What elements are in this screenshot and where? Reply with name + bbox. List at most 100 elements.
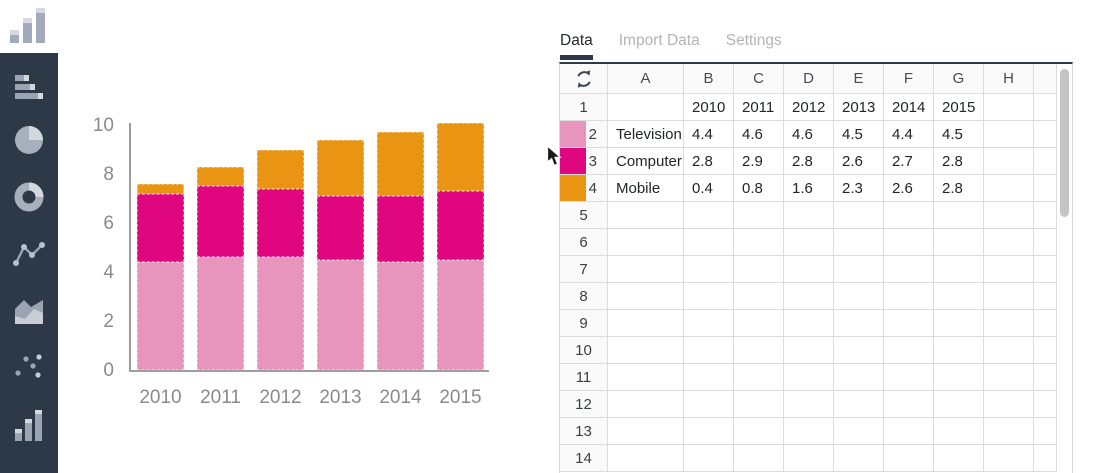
row-number-cell[interactable]: 10 — [560, 337, 608, 364]
cell-E13[interactable] — [834, 418, 884, 445]
row-number-cell[interactable]: 9 — [560, 310, 608, 337]
cell-C7[interactable] — [734, 256, 784, 283]
cell-H14[interactable] — [984, 445, 1034, 472]
cell-B14[interactable] — [684, 445, 734, 472]
row-number-cell[interactable]: 13 — [560, 418, 608, 445]
cell-A7[interactable] — [608, 256, 684, 283]
cell-F12[interactable] — [884, 391, 934, 418]
cell-H1[interactable] — [984, 94, 1034, 121]
cell-B5[interactable] — [684, 202, 734, 229]
cell-C13[interactable] — [734, 418, 784, 445]
cell-D11[interactable] — [784, 364, 834, 391]
cell-H13[interactable] — [984, 418, 1034, 445]
cell-B13[interactable] — [684, 418, 734, 445]
cell-B11[interactable] — [684, 364, 734, 391]
cell-A4[interactable]: Mobile — [608, 175, 684, 202]
cell-C2[interactable]: 4.6 — [734, 121, 784, 148]
bar-segment-television[interactable] — [137, 262, 184, 370]
cell-D6[interactable] — [784, 229, 834, 256]
stacked-bar-2015[interactable] — [437, 122, 484, 370]
cell-H12[interactable] — [984, 391, 1034, 418]
cell-E6[interactable] — [834, 229, 884, 256]
row-number-cell[interactable]: 14 — [560, 445, 608, 472]
row-number-cell[interactable]: 8 — [560, 283, 608, 310]
cell-B9[interactable] — [684, 310, 734, 337]
bar-segment-computer[interactable] — [317, 196, 364, 260]
sidebar-item-pie-chart[interactable] — [0, 118, 58, 162]
bar-segment-computer[interactable] — [197, 186, 244, 258]
cell-H6[interactable] — [984, 229, 1034, 256]
sidebar-item-horizontal-bar-chart[interactable] — [0, 65, 58, 109]
series-color-swatch[interactable] — [560, 175, 586, 201]
bar-segment-computer[interactable] — [257, 188, 304, 258]
cell-H10[interactable] — [984, 337, 1034, 364]
cell-D5[interactable] — [784, 202, 834, 229]
cell-D9[interactable] — [784, 310, 834, 337]
bar-segment-mobile[interactable] — [317, 139, 364, 197]
cell-F11[interactable] — [884, 364, 934, 391]
cell-F9[interactable] — [884, 310, 934, 337]
cell-E1[interactable]: 2013 — [834, 94, 884, 121]
row-number-cell[interactable]: 4 — [560, 175, 608, 202]
cell-D3[interactable]: 2.8 — [784, 148, 834, 175]
sidebar-item-area-chart[interactable] — [0, 289, 58, 333]
cell-F13[interactable] — [884, 418, 934, 445]
cell-D12[interactable] — [784, 391, 834, 418]
cell-D7[interactable] — [784, 256, 834, 283]
cell-A8[interactable] — [608, 283, 684, 310]
cell-A1[interactable] — [608, 94, 684, 121]
cell-G2[interactable]: 4.5 — [934, 121, 984, 148]
row-number-cell[interactable]: 5 — [560, 202, 608, 229]
row-number-cell[interactable]: 3 — [560, 148, 608, 175]
row-number-cell[interactable]: 12 — [560, 391, 608, 418]
cell-B8[interactable] — [684, 283, 734, 310]
cell-G9[interactable] — [934, 310, 984, 337]
bar-segment-mobile[interactable] — [437, 122, 484, 192]
cell-B12[interactable] — [684, 391, 734, 418]
cell-F8[interactable] — [884, 283, 934, 310]
cell-H4[interactable] — [984, 175, 1034, 202]
cell-A2[interactable]: Television — [608, 121, 684, 148]
cell-F7[interactable] — [884, 256, 934, 283]
cell-A6[interactable] — [608, 229, 684, 256]
column-header-C[interactable]: C — [734, 64, 784, 94]
cell-G12[interactable] — [934, 391, 984, 418]
cell-C3[interactable]: 2.9 — [734, 148, 784, 175]
bar-segment-television[interactable] — [377, 262, 424, 370]
cell-A12[interactable] — [608, 391, 684, 418]
cell-C5[interactable] — [734, 202, 784, 229]
series-color-swatch[interactable] — [560, 121, 586, 147]
column-header-A[interactable]: A — [608, 64, 684, 94]
cell-E2[interactable]: 4.5 — [834, 121, 884, 148]
cell-D8[interactable] — [784, 283, 834, 310]
cell-F14[interactable] — [884, 445, 934, 472]
row-number-cell[interactable]: 2 — [560, 121, 608, 148]
cell-G7[interactable] — [934, 256, 984, 283]
cell-E11[interactable] — [834, 364, 884, 391]
sidebar-item-scatter-plot[interactable] — [0, 346, 58, 390]
bar-segment-mobile[interactable] — [257, 149, 304, 189]
cell-G14[interactable] — [934, 445, 984, 472]
stacked-bar-2013[interactable] — [317, 139, 364, 370]
cell-F4[interactable]: 2.6 — [884, 175, 934, 202]
cell-E8[interactable] — [834, 283, 884, 310]
stacked-bar-2010[interactable] — [137, 183, 184, 370]
cell-G1[interactable]: 2015 — [934, 94, 984, 121]
cell-G3[interactable]: 2.8 — [934, 148, 984, 175]
cell-C14[interactable] — [734, 445, 784, 472]
sidebar-item-donut-chart[interactable] — [0, 175, 58, 219]
tab-settings[interactable]: Settings — [725, 32, 782, 49]
column-header-G[interactable]: G — [934, 64, 984, 94]
cell-G13[interactable] — [934, 418, 984, 445]
cell-C12[interactable] — [734, 391, 784, 418]
cell-A13[interactable] — [608, 418, 684, 445]
series-color-swatch[interactable] — [560, 148, 586, 174]
row-number-cell[interactable]: 6 — [560, 229, 608, 256]
cell-A11[interactable] — [608, 364, 684, 391]
cell-C8[interactable] — [734, 283, 784, 310]
cell-F5[interactable] — [884, 202, 934, 229]
vertical-scrollbar[interactable] — [1060, 69, 1069, 217]
cell-E14[interactable] — [834, 445, 884, 472]
stacked-bar-2012[interactable] — [257, 149, 304, 371]
cell-H3[interactable] — [984, 148, 1034, 175]
